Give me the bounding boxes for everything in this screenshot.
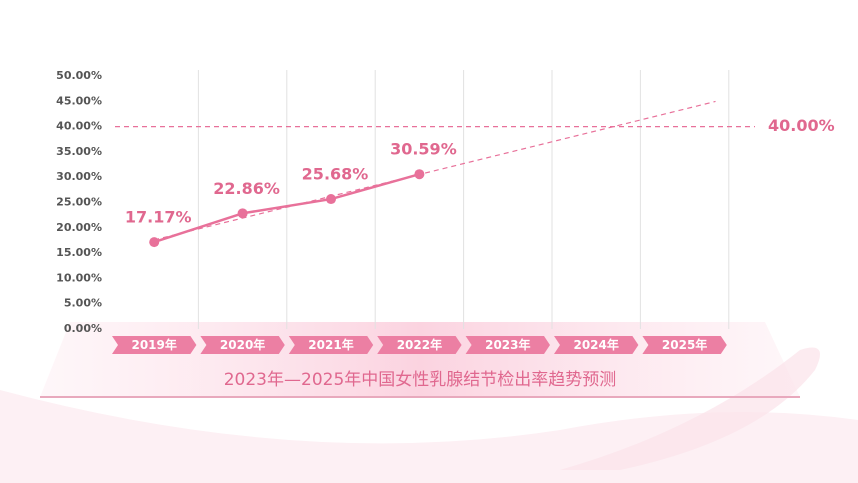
ribbon xyxy=(560,347,820,470)
y-tick-label: 25.00% xyxy=(56,196,102,209)
data-label: 25.68% xyxy=(302,165,369,184)
y-tick-label: 40.00% xyxy=(56,120,102,133)
data-label: 30.59% xyxy=(390,140,457,159)
data-point xyxy=(237,208,248,219)
x-tick-label: 2022年 xyxy=(397,337,442,352)
category-chevron xyxy=(465,336,550,354)
y-tick-label: 30.00% xyxy=(56,170,102,183)
data-label: 17.17% xyxy=(125,208,192,227)
y-tick-label: 35.00% xyxy=(56,145,102,158)
category-chevron xyxy=(554,336,639,354)
chart-title: 2023年—2025年中国女性乳腺结节检出率趋势预测 xyxy=(224,370,617,390)
x-tick-label: 2025年 xyxy=(662,337,707,352)
y-tick-label: 5.00% xyxy=(64,297,102,310)
y-tick-label: 50.00% xyxy=(56,69,102,82)
x-tick-label: 2019年 xyxy=(131,337,176,352)
data-line xyxy=(153,173,420,244)
category-chevron xyxy=(377,336,462,354)
category-chevron xyxy=(200,336,285,354)
category-chevron xyxy=(642,336,727,354)
category-chevron xyxy=(112,336,197,354)
category-chevron xyxy=(288,336,374,354)
data-label: 22.86% xyxy=(213,179,280,198)
x-tick-label: 2024年 xyxy=(573,337,618,352)
x-tick-label: 2023年 xyxy=(485,337,530,352)
y-tick-label: 20.00% xyxy=(56,221,102,234)
x-tick-label: 2021年 xyxy=(308,337,353,352)
data-point xyxy=(326,194,336,205)
x-tick-label: 2020年 xyxy=(220,337,265,352)
trend-line xyxy=(154,100,716,241)
data-point xyxy=(414,169,425,180)
y-tick-label: 45.00% xyxy=(56,94,102,107)
reference-label: 40.00% xyxy=(768,116,835,135)
y-tick-label: 15.00% xyxy=(56,246,102,259)
y-tick-label: 10.00% xyxy=(56,271,102,284)
data-point xyxy=(149,237,160,248)
y-tick-label: 0.00% xyxy=(64,322,102,335)
